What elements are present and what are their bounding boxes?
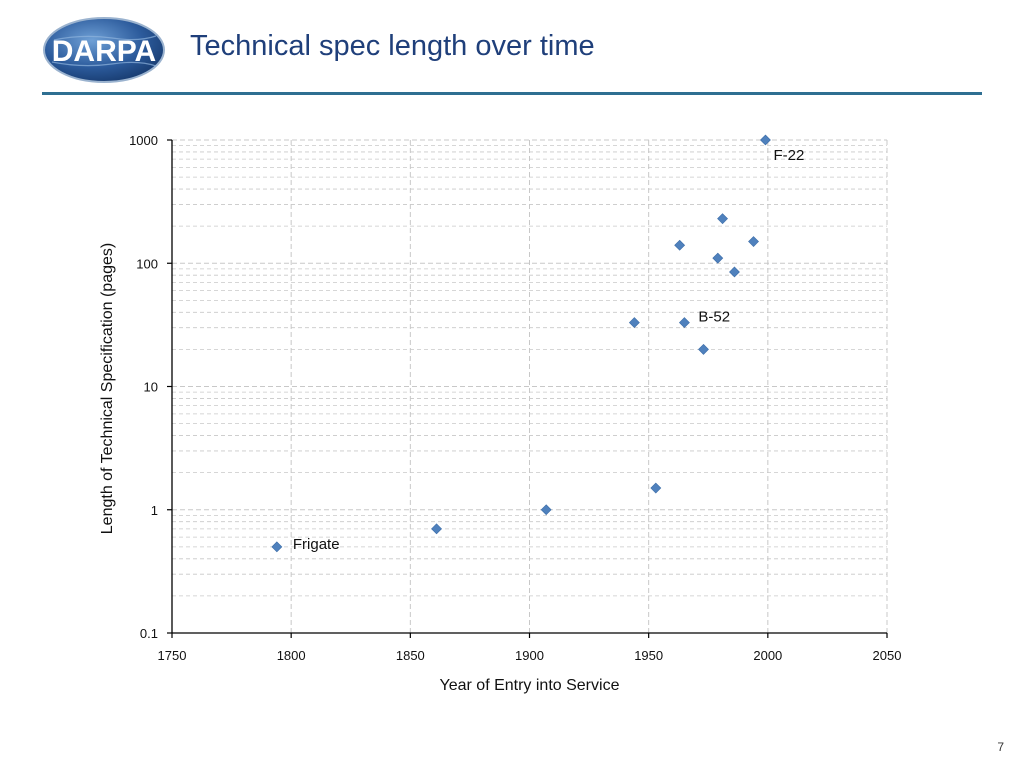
tick-labels: 1750 1800 1850 1900 1950 2000 2050 0.1 1 10 100 100…	[129, 133, 901, 663]
slide-title: Technical spec length over time	[190, 30, 595, 62]
data-point	[431, 523, 442, 535]
x-tick-label: 2000	[753, 648, 782, 663]
x-tick-label: 1850	[396, 648, 425, 663]
y-tick-label: 0.1	[140, 626, 158, 641]
grid	[172, 139, 888, 633]
y-tick-label: 1000	[129, 133, 158, 148]
x-tick-label: 1900	[515, 648, 544, 663]
data-point	[698, 343, 709, 355]
x-tick-label: 1800	[277, 648, 306, 663]
y-tick-label: 10	[144, 380, 158, 395]
axes	[167, 139, 888, 638]
point-annotation: B-52	[698, 309, 730, 326]
y-tick-label: 1	[151, 503, 158, 518]
logo-text: DARPA	[52, 35, 156, 68]
annotations: Frigate B-52 F-22	[293, 147, 804, 553]
data-point	[717, 213, 728, 225]
point-annotation: F-22	[773, 147, 804, 164]
point-annotation: Frigate	[293, 536, 340, 553]
data-point	[729, 266, 740, 278]
y-tick-label: 100	[136, 256, 158, 271]
darpa-logo: DARPA	[43, 17, 165, 83]
x-tick-label: 2050	[873, 648, 902, 663]
x-axis-title: Year of Entry into Service	[440, 677, 620, 694]
data-point	[712, 252, 724, 264]
data-point	[650, 482, 662, 494]
x-tick-label: 1750	[158, 648, 187, 663]
data-point	[760, 134, 771, 146]
data-point	[674, 239, 686, 251]
data-point	[628, 317, 640, 329]
x-tick-label: 1950	[634, 648, 663, 663]
data-point	[678, 317, 690, 329]
page-number: 7	[997, 740, 1004, 754]
data-points	[271, 134, 771, 553]
data-point	[271, 541, 283, 553]
data-point	[748, 236, 759, 247]
data-point	[540, 504, 552, 516]
y-axis-title: Length of Technical Specification (pages…	[99, 243, 116, 534]
title-divider	[42, 92, 982, 95]
